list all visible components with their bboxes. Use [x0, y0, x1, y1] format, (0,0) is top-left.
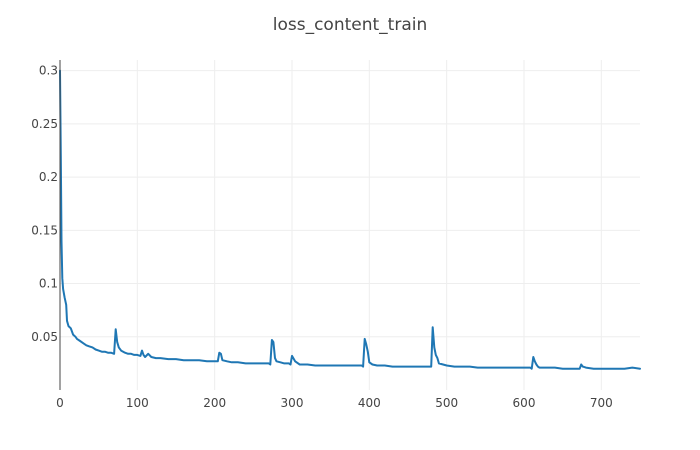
- y-tick-label: 0.1: [39, 277, 58, 291]
- y-tick-label: 0.05: [31, 330, 58, 344]
- x-tick-label: 600: [513, 396, 536, 410]
- y-tick-label: 0.15: [31, 223, 58, 237]
- y-tick-label: 0.3: [39, 64, 58, 78]
- x-tick-label: 100: [126, 396, 149, 410]
- x-tick-label: 0: [56, 396, 64, 410]
- x-tick-label: 400: [358, 396, 381, 410]
- x-tick-label: 300: [281, 396, 304, 410]
- x-tick-label: 200: [203, 396, 226, 410]
- plot-area: [59, 69, 641, 370]
- y-tick-label: 0.2: [39, 170, 58, 184]
- chart-title: loss_content_train: [273, 15, 428, 35]
- x-axis-ticks: 0 100 200 300 400 500 600 700: [56, 396, 613, 410]
- y-tick-label: 0.25: [31, 117, 58, 131]
- x-tick-label: 500: [435, 396, 458, 410]
- grid-lines: [60, 60, 640, 390]
- series-line: [59, 69, 641, 370]
- x-tick-label: 700: [590, 396, 613, 410]
- y-axis-ticks: 0.05 0.1 0.15 0.2 0.25 0.3: [31, 64, 58, 344]
